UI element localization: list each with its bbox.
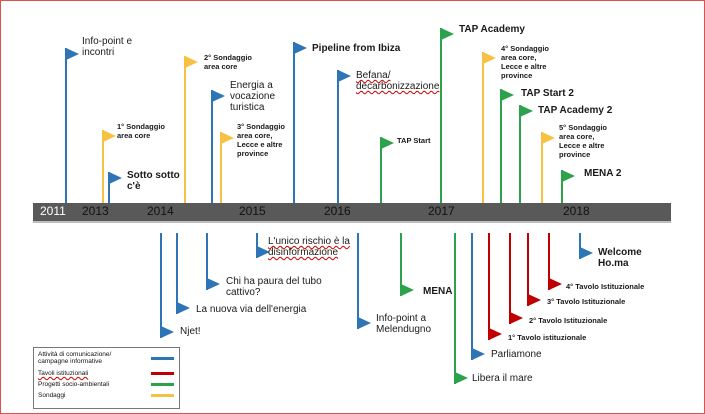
year-label-2018: 2018 <box>563 204 590 218</box>
year-label-2017: 2017 <box>428 204 455 218</box>
event-above-flag-10 <box>483 52 496 64</box>
event-below-label-5: MENA <box>423 286 453 297</box>
event-above-flag-13 <box>542 132 555 144</box>
year-label-2013: 2013 <box>82 204 109 218</box>
event-above-flag-4 <box>212 90 225 102</box>
event-below-label-11: 4° Tavolo Istituzionale <box>566 282 645 291</box>
legend-swatch-surveys <box>151 394 174 397</box>
event-above-flag-6 <box>294 42 307 54</box>
timeline-axis <box>33 203 671 221</box>
event-above-flag-1 <box>103 130 116 142</box>
event-below-flag-3 <box>257 246 270 258</box>
event-above-flag-5 <box>221 132 234 144</box>
event-above-label-11: TAP Start 2 <box>521 88 574 99</box>
legend-swatch-communication <box>151 357 174 360</box>
event-below-flag-5 <box>401 284 414 296</box>
event-below-label-10: 3° Tavolo Istituzionale <box>547 297 626 306</box>
legend-label-institutional: Tavoli istituzionali <box>38 370 89 377</box>
year-label-2015: 2015 <box>239 204 266 218</box>
event-below-label-9: 2° Tavolo Istituzionale <box>529 316 608 325</box>
event-below-flag-11 <box>549 278 562 290</box>
event-above-flag-3 <box>185 56 198 68</box>
event-below-label-1: La nuova via dell'energia <box>196 304 307 315</box>
event-below-flag-0 <box>161 326 174 338</box>
event-above-label-14: MENA 2 <box>584 168 622 179</box>
year-label-2011: 2011 <box>40 204 66 218</box>
event-above-label-12: TAP Academy 2 <box>538 105 613 116</box>
event-above-label-4: Energia a vocazione turistica <box>230 80 276 113</box>
event-above-flag-0 <box>66 48 79 60</box>
event-above-flag-11 <box>501 89 514 101</box>
event-above-flag-14 <box>562 170 575 182</box>
timeline-axis-shadow <box>33 221 671 223</box>
event-below-flag-10 <box>528 294 541 306</box>
event-below-flag-9 <box>510 312 523 324</box>
event-above-flag-12 <box>520 105 533 117</box>
legend-label-communication: Attività di comunicazione/ campagne info… <box>38 351 112 365</box>
event-above-flag-9 <box>441 28 454 40</box>
legend-swatch-socio-environmental <box>151 383 174 386</box>
event-below-label-12: Welcome Ho.ma <box>598 247 642 269</box>
event-below-label-3: L'unico rischio è la disinformazione <box>268 236 350 258</box>
event-below-flag-4 <box>358 317 371 329</box>
event-below-flag-7 <box>472 348 485 360</box>
event-below-flag-12 <box>580 247 593 259</box>
event-below-flag-8 <box>489 328 502 340</box>
event-above-label-3: 2° Sondaggio area core <box>204 53 252 71</box>
legend-label-socio-environmental: Progetti socio-ambientali <box>38 381 110 388</box>
event-below-label-6: Libera il mare <box>472 373 533 384</box>
event-above-flag-7 <box>338 70 351 82</box>
event-below-label-8: 1° Tavolo istituzionale <box>508 333 587 342</box>
legend-label-surveys: Sondaggi <box>38 392 66 399</box>
legend-swatch-institutional <box>151 372 174 375</box>
event-below-label-4: Info-point a Melendugno <box>376 313 432 335</box>
legend: Attività di comunicazione/ campagne info… <box>33 347 180 409</box>
year-label-2014: 2014 <box>147 204 174 218</box>
event-below-flag-1 <box>177 302 190 314</box>
event-above-flag-2 <box>109 172 122 184</box>
event-above-flag-8 <box>381 137 394 149</box>
event-below-flag-2 <box>207 278 220 290</box>
event-above-label-6: Pipeline from Ibiza <box>312 43 401 54</box>
event-below-label-0: Njet! <box>180 326 201 337</box>
event-above-label-10: 4° Sondaggio area core, Lecce e altre pr… <box>501 44 549 80</box>
event-above-label-0: Info-point e incontri <box>82 36 133 58</box>
event-below-label-2: Chi ha paura del tubo cattivo? <box>226 276 322 298</box>
event-above-label-1: 1° Sondaggio area core <box>117 122 165 140</box>
event-below-flag-6 <box>455 372 468 384</box>
year-label-2016: 2016 <box>324 204 351 218</box>
event-below-label-7: Parliamone <box>491 349 542 360</box>
event-above-label-2: Sotto sotto c'è <box>127 170 180 192</box>
event-above-label-7: Befana/ decarbonizzazione <box>356 70 440 92</box>
event-above-label-13: 5° Sondaggio area core, Lecce e altre pr… <box>559 123 607 159</box>
event-above-label-5: 3° Sondaggio area core, Lecce e altre pr… <box>237 122 285 158</box>
event-above-label-8: TAP Start <box>397 136 431 145</box>
event-above-label-9: TAP Academy <box>459 24 525 35</box>
